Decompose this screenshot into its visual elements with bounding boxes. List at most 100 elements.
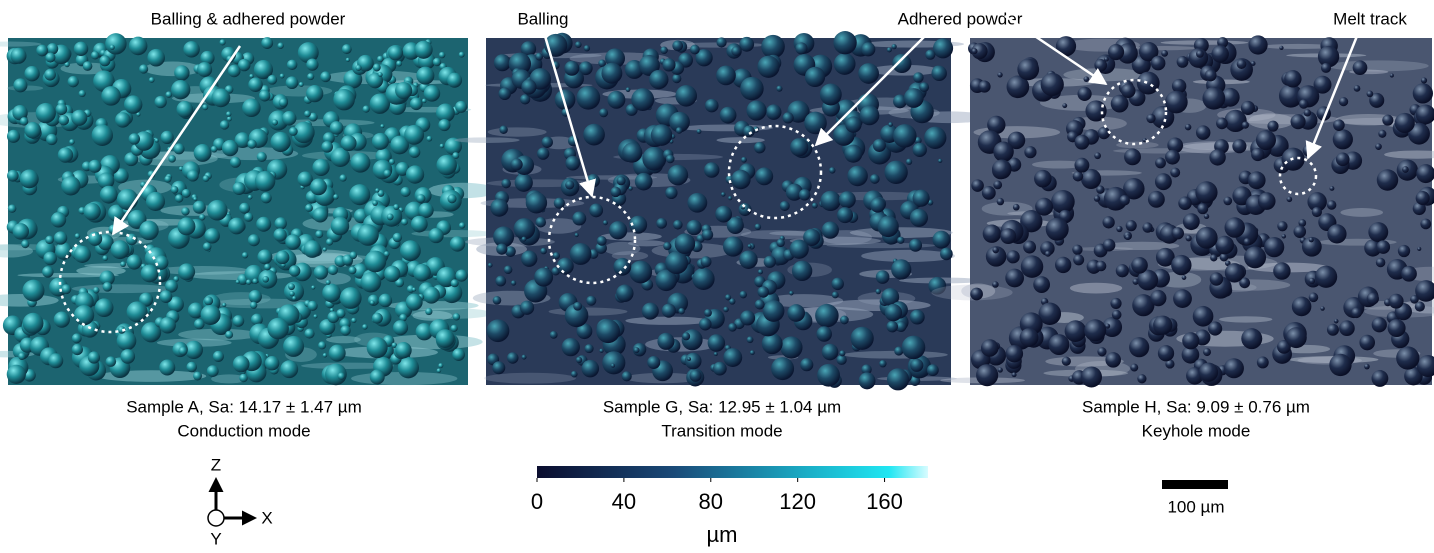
- powder-particle: [333, 194, 339, 200]
- powder-particle: [1396, 346, 1420, 370]
- colorbar-tick-label: 160: [866, 489, 903, 514]
- powder-particle: [570, 370, 578, 378]
- colorbar-tick-label: 120: [779, 489, 816, 514]
- powder-particle: [521, 79, 537, 95]
- powder-particle: [395, 278, 405, 288]
- powder-particle: [722, 236, 744, 257]
- powder-particle: [1077, 86, 1092, 101]
- powder-particle: [312, 207, 328, 223]
- powder-particle: [435, 329, 455, 349]
- powder-particle: [12, 223, 30, 240]
- powder-particle: [1195, 181, 1218, 204]
- powder-particle: [1404, 366, 1423, 386]
- powder-particle: [1285, 327, 1307, 349]
- powder-particle: [341, 44, 352, 55]
- powder-particle: [319, 318, 336, 335]
- powder-particle: [279, 73, 285, 79]
- powder-particle: [1223, 196, 1233, 206]
- powder-particle: [174, 65, 190, 81]
- melt-streak: [1116, 141, 1159, 149]
- powder-particle: [46, 43, 59, 55]
- powder-particle: [858, 63, 879, 84]
- powder-particle: [1267, 120, 1279, 132]
- powder-particle: [336, 308, 346, 319]
- powder-particle: [168, 155, 176, 163]
- powder-particle: [535, 216, 547, 228]
- powder-particle: [510, 280, 517, 286]
- powder-particle: [235, 279, 240, 284]
- powder-particle: [672, 73, 682, 84]
- powder-particle: [919, 82, 930, 93]
- powder-particle: [325, 238, 334, 246]
- colorbar-tick-label: 80: [699, 489, 723, 514]
- powder-particle: [1005, 268, 1025, 288]
- powder-particle: [241, 252, 249, 259]
- powder-particle: [360, 271, 382, 293]
- powder-particle: [886, 368, 910, 391]
- powder-particle: [399, 313, 408, 322]
- powder-particle: [1301, 236, 1322, 257]
- powder-particle: [607, 90, 626, 109]
- powder-particle: [672, 219, 683, 230]
- powder-particle: [61, 284, 72, 295]
- powder-particle: [1102, 317, 1123, 337]
- powder-particle: [159, 359, 176, 376]
- mode-label: Conduction mode: [177, 421, 310, 440]
- powder-particle: [126, 301, 148, 323]
- powder-particle: [285, 234, 301, 250]
- powder-particle: [839, 350, 846, 357]
- powder-particle: [1011, 372, 1017, 378]
- powder-particle: [458, 222, 466, 229]
- powder-particle: [91, 124, 113, 146]
- powder-particle: [1277, 339, 1291, 354]
- powder-particle: [452, 313, 461, 321]
- melt-streak: [409, 308, 493, 319]
- powder-particle: [449, 236, 466, 252]
- powder-particle: [616, 284, 634, 303]
- powder-particle: [141, 322, 162, 343]
- powder-particle: [631, 88, 655, 112]
- powder-particle: [816, 326, 832, 342]
- powder-particle: [817, 363, 840, 387]
- powder-particle: [858, 372, 876, 390]
- powder-particle: [1123, 177, 1145, 200]
- colorbar-unit: µm: [706, 522, 737, 547]
- powder-particle: [328, 344, 346, 362]
- arrow: [1004, 14, 1108, 86]
- powder-particle: [297, 42, 319, 64]
- powder-particle: [219, 120, 230, 130]
- powder-particle: [200, 50, 215, 66]
- powder-particle: [228, 217, 246, 235]
- powder-particle: [176, 100, 194, 118]
- powder-particle: [1376, 240, 1391, 254]
- powder-particle: [247, 234, 260, 247]
- powder-particle: [248, 289, 262, 304]
- powder-particle: [892, 53, 912, 74]
- annotations: [58, 14, 1359, 334]
- powder-particle: [833, 53, 856, 75]
- powder-particle: [1081, 168, 1102, 190]
- powder-particle: [601, 62, 623, 84]
- powder-particle: [297, 171, 313, 187]
- powder-particle: [1277, 221, 1288, 232]
- powder-particle: [1040, 72, 1064, 97]
- powder-particle: [404, 201, 424, 221]
- powder-particle: [610, 186, 621, 198]
- powder-particle: [1219, 253, 1229, 262]
- powder-particle: [490, 198, 509, 217]
- powder-particle: [261, 37, 274, 50]
- powder-particle: [1084, 319, 1107, 342]
- powder-particle: [1284, 70, 1302, 88]
- powder-particle: [535, 52, 544, 61]
- powder-particle: [757, 55, 780, 78]
- melt-streak: [611, 251, 649, 261]
- powder-particle: [993, 141, 1014, 163]
- powder-particle: [791, 260, 813, 282]
- powder-particle: [819, 83, 842, 106]
- powder-particle: [140, 264, 159, 283]
- powder-particle: [192, 200, 206, 214]
- powder-particle: [204, 228, 220, 244]
- powder-particle: [884, 303, 903, 322]
- powder-particle: [1327, 224, 1347, 244]
- powder-particle: [787, 304, 806, 322]
